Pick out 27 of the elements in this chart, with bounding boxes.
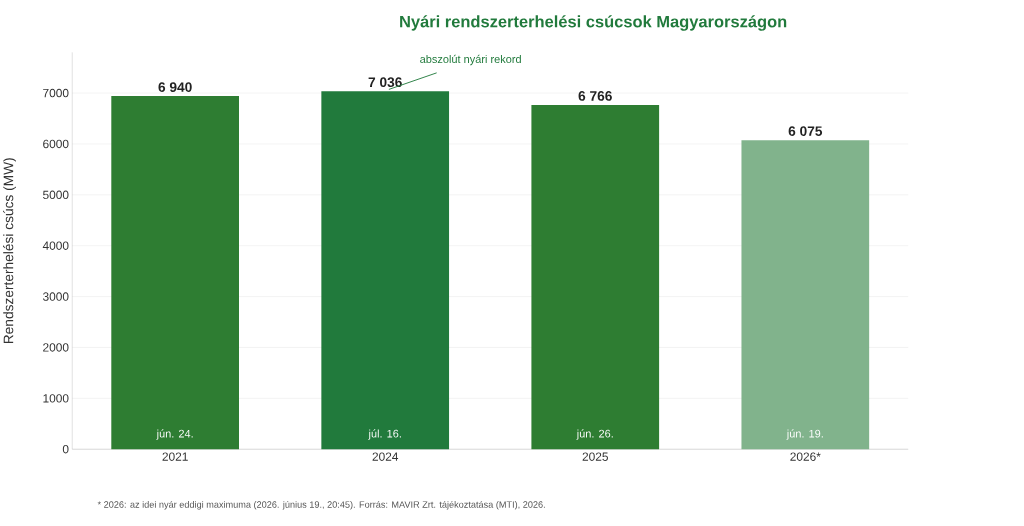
annotation: abszolút nyári rekord [420,54,521,65]
data-label: 6 075 [788,126,823,136]
data-label: 6 940 [158,82,192,92]
y-tick-label: 0 [62,444,69,454]
y-tick-label: 3000 [42,292,69,301]
chart-title: Nyári rendszerterhelési csúcsok Magyarországon [400,14,787,31]
y-tick-label: 4000 [42,241,69,250]
x-tick-label: 2021 [162,452,188,461]
bar [111,95,239,450]
y-tick-label: 1000 [43,393,69,403]
annotation: jún. 26. [576,429,613,440]
bar [531,104,660,450]
y-tick-label: 7000 [43,88,69,98]
y-tick-label: 6000 [43,139,69,148]
data-label: 6 766 [578,90,612,101]
y-axis-title: Rendszerterhelési csúcs (MW) [3,158,16,343]
annotation: jún. 19. [786,429,823,440]
x-tick-label: 2024 [372,452,399,461]
x-tick-label: 2026* [790,452,821,461]
annotation: júl. 16. [368,429,401,440]
y-tick-label: 2000 [43,343,69,352]
annotation: jún. 24. [156,429,193,440]
bar [741,139,870,450]
text: * 2026: az idei nyár eddigi maximuma (2026. június 19., 20:45). Forrás: MAVIR Zrt. tájékoztatása (MTI), 2026. [97,500,545,510]
y-tick-label: 5000 [43,190,69,199]
data-label: 7 036 [368,77,402,87]
x-tick-label: 2025 [582,452,608,461]
